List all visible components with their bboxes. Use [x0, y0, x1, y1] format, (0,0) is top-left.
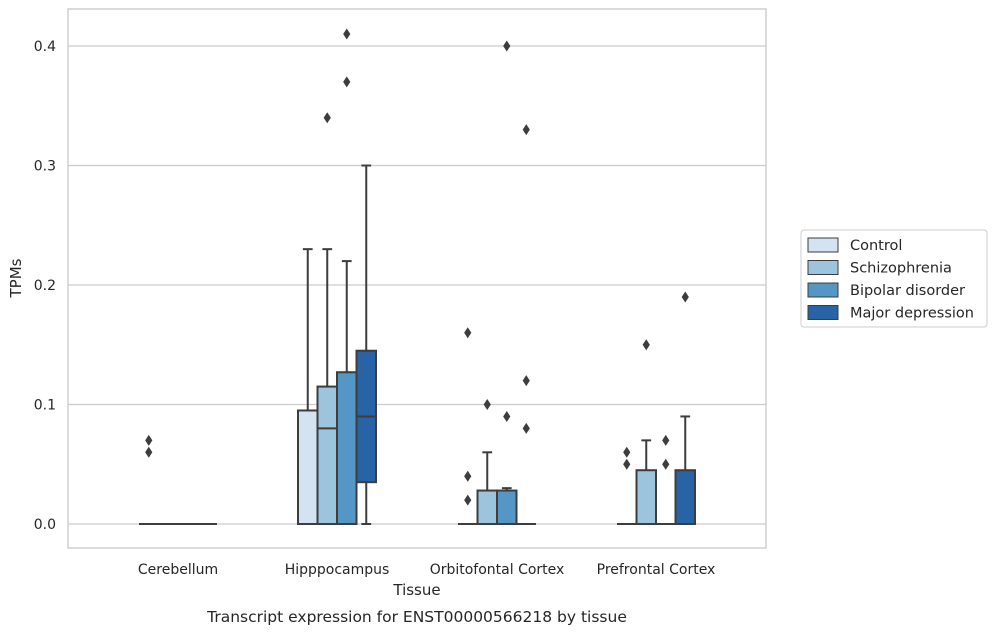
- outlier-point: [323, 112, 331, 124]
- legend-label: Bipolar disorder: [850, 283, 965, 299]
- outlier-point: [464, 470, 472, 482]
- legend-item: Bipolar disorder: [807, 282, 965, 299]
- outlier-point: [623, 446, 631, 458]
- outlier-point: [343, 28, 351, 40]
- y-tick-label: 0.1: [34, 398, 56, 414]
- y-axis-label: TPMs: [7, 258, 25, 298]
- outlier-point: [662, 458, 670, 470]
- chart-caption: Transcript expression for ENST0000056621…: [206, 608, 627, 626]
- box-3-3: [674, 415, 696, 526]
- grid-lines: [68, 45, 766, 525]
- box-body: [674, 469, 696, 526]
- box-2-2: [496, 487, 518, 526]
- y-tick-label: 0.2: [34, 278, 56, 294]
- box-body: [316, 385, 338, 526]
- outlier-point: [464, 494, 472, 506]
- legend-label: Control: [850, 238, 902, 254]
- outlier-point: [642, 339, 650, 351]
- legend-swatch: [807, 260, 839, 275]
- box-1-2: [476, 451, 498, 526]
- x-tick-label: Cerebellum: [138, 562, 218, 578]
- outlier-point: [681, 291, 689, 303]
- outlier-point: [522, 124, 530, 136]
- x-tick-label: Hipppocampus: [285, 562, 390, 578]
- box-0-1: [297, 248, 319, 526]
- boxes: [139, 164, 696, 526]
- box-body: [297, 409, 319, 526]
- outlier-point: [145, 434, 153, 446]
- y-axis-ticks: 0.0 0.1 0.2 0.3 0.4: [34, 39, 56, 533]
- box-body: [476, 489, 498, 526]
- plot-frame: [67, 8, 767, 549]
- x-axis-ticks: Cerebellum Hipppocampus Orbitofontal Corte…: [138, 562, 715, 578]
- y-tick-label: 0.0: [34, 517, 56, 533]
- legend-frame: [800, 229, 988, 328]
- y-tick-label: 0.4: [34, 39, 56, 55]
- box-body: [496, 489, 518, 526]
- outlier-point: [522, 422, 530, 434]
- box-2-1: [336, 260, 358, 525]
- box-1-1: [316, 248, 338, 526]
- outlier-point: [343, 76, 351, 88]
- outlier-point: [503, 410, 511, 422]
- legend-item: Major depression: [807, 305, 974, 322]
- legend-label: Major depression: [850, 306, 974, 322]
- legend-item: Control: [807, 237, 902, 254]
- x-axis-label: Tissue: [392, 581, 440, 599]
- box-body: [336, 371, 358, 525]
- legend-swatch: [807, 305, 839, 320]
- legend: Control Schizophrenia Bipolar disorder Majo…: [800, 229, 988, 328]
- box-body: [635, 469, 657, 526]
- outlier-point: [464, 327, 472, 339]
- outliers: [145, 28, 689, 506]
- outlier-point: [145, 446, 153, 458]
- outlier-point: [503, 40, 511, 52]
- legend-swatch: [807, 282, 839, 298]
- box-1-3: [635, 439, 657, 526]
- outlier-point: [662, 434, 670, 446]
- outlier-point: [522, 375, 530, 387]
- outlier-point: [483, 399, 491, 410]
- legend-label: Schizophrenia: [850, 261, 952, 277]
- legend-swatch: [807, 237, 839, 253]
- outlier-point: [623, 458, 631, 470]
- y-tick-label: 0.3: [34, 159, 56, 175]
- legend-item: Schizophrenia: [807, 260, 952, 277]
- x-tick-label: Prefrontal Cortex: [597, 562, 716, 578]
- box-3-1: [355, 164, 377, 525]
- x-tick-label: Orbitofontal Cortex: [430, 562, 565, 578]
